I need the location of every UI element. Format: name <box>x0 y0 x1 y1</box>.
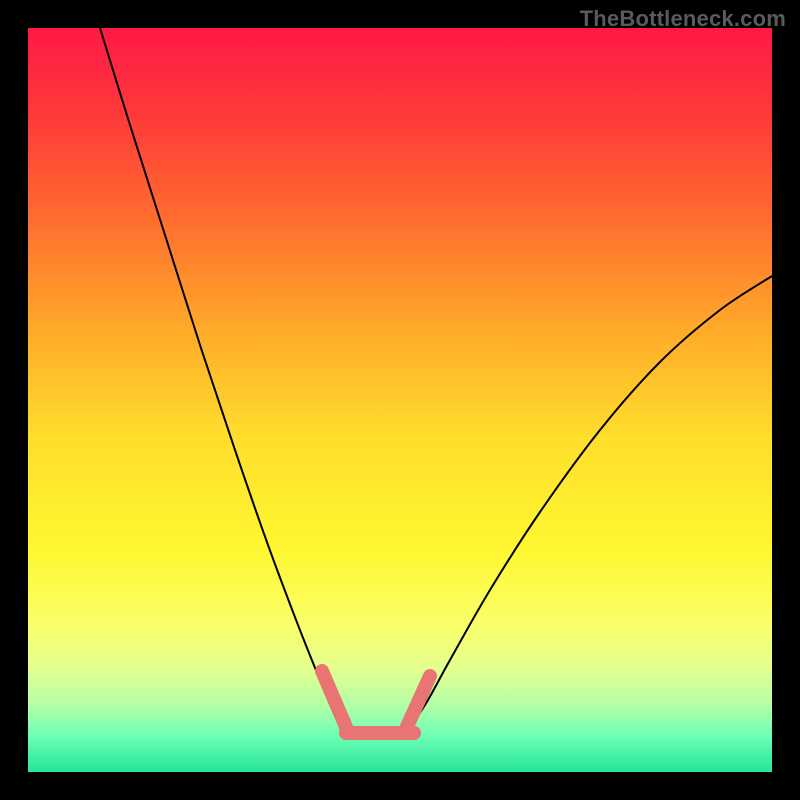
chart-svg <box>0 0 800 800</box>
watermark-text: TheBottleneck.com <box>580 6 786 32</box>
plot-background <box>28 28 772 772</box>
